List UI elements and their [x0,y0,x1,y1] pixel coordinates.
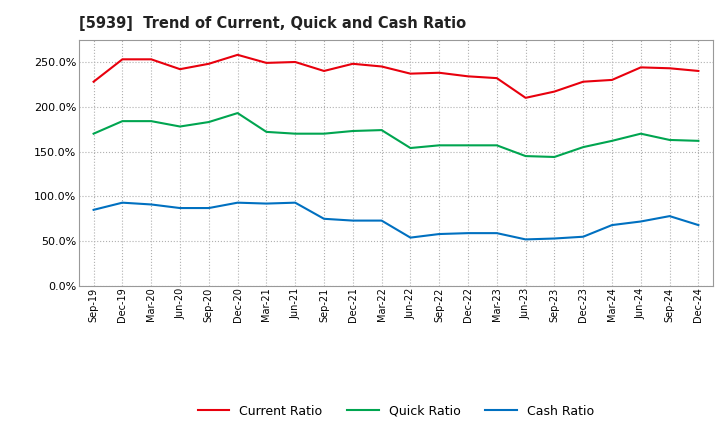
Cash Ratio [636,219,645,224]
Cash Ratio [464,231,472,236]
Quick Ratio [291,131,300,136]
Quick Ratio [320,131,328,136]
Quick Ratio [550,154,559,160]
Quick Ratio [464,143,472,148]
Cash Ratio [291,200,300,205]
Quick Ratio [694,138,703,143]
Current Ratio [377,64,386,69]
Cash Ratio [492,231,501,236]
Quick Ratio [348,128,357,134]
Cash Ratio [694,223,703,228]
Legend: Current Ratio, Quick Ratio, Cash Ratio: Current Ratio, Quick Ratio, Cash Ratio [193,400,599,423]
Quick Ratio [118,118,127,124]
Current Ratio [608,77,616,83]
Quick Ratio [176,124,184,129]
Current Ratio [579,79,588,84]
Cash Ratio [377,218,386,223]
Cash Ratio [406,235,415,240]
Cash Ratio [262,201,271,206]
Line: Current Ratio: Current Ratio [94,55,698,98]
Quick Ratio [435,143,444,148]
Current Ratio [492,76,501,81]
Quick Ratio [406,145,415,150]
Current Ratio [147,57,156,62]
Current Ratio [435,70,444,75]
Line: Quick Ratio: Quick Ratio [94,113,698,157]
Quick Ratio [204,119,213,125]
Cash Ratio [608,223,616,228]
Cash Ratio [521,237,530,242]
Quick Ratio [636,131,645,136]
Current Ratio [320,68,328,73]
Current Ratio [204,61,213,66]
Current Ratio [348,61,357,66]
Quick Ratio [233,110,242,116]
Current Ratio [89,79,98,84]
Quick Ratio [262,129,271,135]
Text: [5939]  Trend of Current, Quick and Cash Ratio: [5939] Trend of Current, Quick and Cash … [79,16,467,32]
Quick Ratio [492,143,501,148]
Current Ratio [291,59,300,65]
Current Ratio [464,73,472,79]
Cash Ratio [320,216,328,221]
Line: Cash Ratio: Cash Ratio [94,203,698,239]
Current Ratio [521,95,530,100]
Cash Ratio [665,213,674,219]
Quick Ratio [89,131,98,136]
Cash Ratio [348,218,357,223]
Current Ratio [262,60,271,66]
Current Ratio [118,57,127,62]
Cash Ratio [233,200,242,205]
Cash Ratio [204,205,213,211]
Cash Ratio [176,205,184,211]
Quick Ratio [377,128,386,133]
Quick Ratio [521,154,530,159]
Quick Ratio [665,137,674,143]
Current Ratio [636,65,645,70]
Quick Ratio [579,144,588,150]
Current Ratio [694,68,703,73]
Current Ratio [550,89,559,94]
Cash Ratio [550,236,559,241]
Cash Ratio [579,234,588,239]
Quick Ratio [147,118,156,124]
Cash Ratio [147,202,156,207]
Cash Ratio [435,231,444,237]
Current Ratio [665,66,674,71]
Cash Ratio [89,207,98,213]
Current Ratio [406,71,415,76]
Current Ratio [176,66,184,72]
Quick Ratio [608,138,616,143]
Current Ratio [233,52,242,58]
Cash Ratio [118,200,127,205]
